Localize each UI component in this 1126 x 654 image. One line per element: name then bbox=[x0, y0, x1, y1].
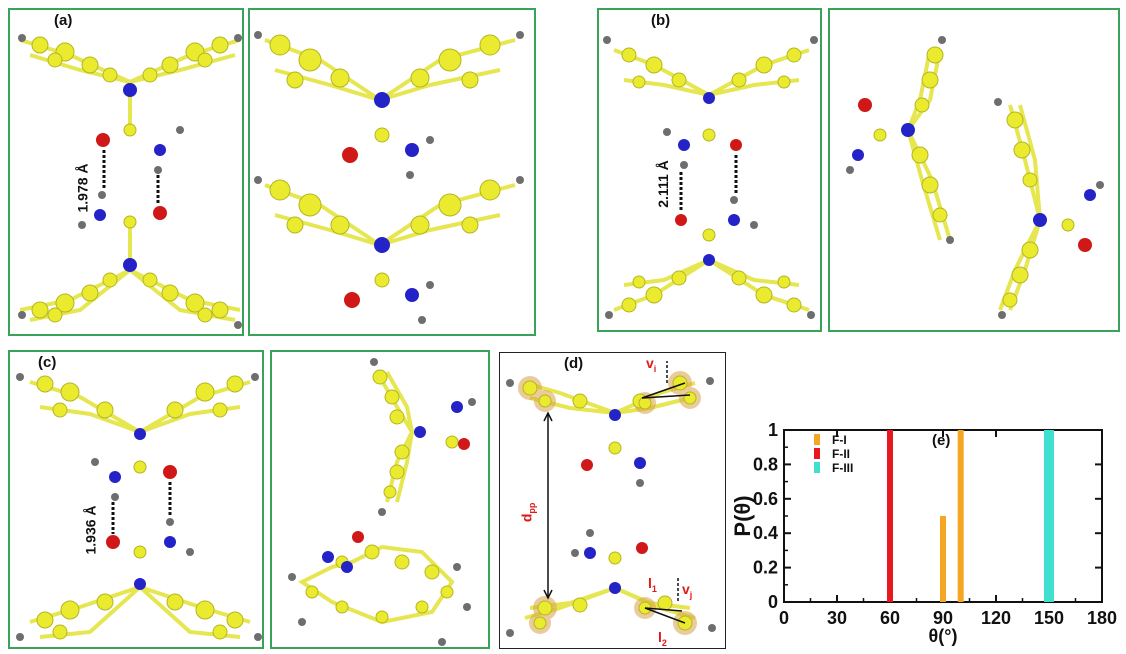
molecule-b-dimer bbox=[603, 36, 818, 319]
y-tick-label: 0.4 bbox=[753, 523, 778, 543]
x-tick-label: 180 bbox=[1087, 608, 1117, 628]
panel-d-vj-sub: j bbox=[689, 589, 693, 600]
panel-d-label: (d) bbox=[564, 355, 584, 372]
panel-d-dpp-sub: pp bbox=[527, 502, 538, 514]
x-tick-label: 30 bbox=[827, 608, 847, 628]
molecule-a-dimer bbox=[18, 34, 242, 329]
legend-swatch-f-ii bbox=[814, 448, 820, 459]
panel-c-side-view bbox=[270, 350, 490, 649]
bar-f-i bbox=[940, 516, 946, 602]
y-tick-label: 1 bbox=[768, 420, 778, 440]
panel-b-dimer: (b) 2.111 Å bbox=[597, 8, 822, 332]
panel-c-distance-label: 1.936 Å bbox=[82, 505, 99, 555]
y-tick-label: 0 bbox=[768, 592, 778, 612]
panel-a-dimer: (a) 1.978 Å bbox=[8, 8, 244, 336]
bar-f-ii bbox=[887, 430, 893, 602]
chart-svg: 0 30 60 90 120 150 180 0 0.2 0.4 0.6 0.8 1 F-IF-IIF-I… bbox=[730, 420, 1117, 646]
panel-d-l1-main: l bbox=[648, 575, 652, 591]
panel-b-side-view bbox=[828, 8, 1120, 332]
molecule-b-side bbox=[846, 36, 1104, 319]
y-tick-label: 0.8 bbox=[753, 454, 778, 474]
panel-e-label: (e) bbox=[932, 432, 951, 449]
panel-d-l2-label: l2 bbox=[658, 629, 667, 648]
panel-d-dpp-main: d bbox=[518, 513, 535, 523]
legend-label-f-i: F-I bbox=[832, 433, 847, 447]
legend-label-f-iii: F-III bbox=[832, 461, 853, 475]
panel-c-dimer: (c) 1.936 Å bbox=[8, 350, 264, 649]
panel-d-l1-sub: 1 bbox=[651, 583, 657, 594]
panel-d-vi-sub: i bbox=[653, 363, 657, 374]
x-axis-label: θ(°) bbox=[929, 626, 958, 646]
panel-d-vj-label: vj bbox=[682, 581, 692, 600]
x-tick-label: 150 bbox=[1034, 608, 1064, 628]
panel-e-chart: 0 30 60 90 120 150 180 0 0.2 0.4 0.6 0.8 1 F-I F-II F-I… bbox=[730, 410, 1122, 649]
x-tick-label: 0 bbox=[779, 608, 789, 628]
y-axis-label: P(θ) bbox=[732, 495, 755, 536]
x-tick-label: 120 bbox=[981, 608, 1011, 628]
legend-swatch-f-iii bbox=[814, 462, 820, 473]
panel-a-label: (a) bbox=[54, 12, 73, 29]
y-tick-label: 0.2 bbox=[753, 558, 778, 578]
panel-d-dpp-label: dpp bbox=[518, 503, 537, 523]
x-tick-label: 60 bbox=[880, 608, 900, 628]
panel-b-label: (b) bbox=[651, 12, 671, 29]
molecule-d-geometry bbox=[506, 361, 716, 637]
panel-a-side-view bbox=[248, 8, 536, 336]
y-tick-label: 0.6 bbox=[753, 489, 778, 509]
panel-c-label: (c) bbox=[38, 354, 57, 371]
panel-d-l2-main: l bbox=[658, 629, 662, 645]
panel-d-l2-sub: 2 bbox=[661, 637, 667, 648]
panel-d-vj-main: v bbox=[682, 581, 690, 597]
panel-d-vi-main: v bbox=[646, 355, 654, 371]
panel-d-vi-label: vi bbox=[646, 355, 656, 374]
molecule-a-side bbox=[254, 31, 524, 324]
panel-a-distance-label: 1.978 Å bbox=[74, 163, 91, 213]
panel-b-distance-label: 2.111 Å bbox=[654, 160, 671, 208]
legend-label-f-ii: F-II bbox=[832, 447, 850, 461]
x-tick-label: 90 bbox=[933, 608, 953, 628]
bar-f-i bbox=[957, 430, 964, 602]
panel-d-geometry: (d) dpp vi vj l1 l2 bbox=[499, 352, 726, 649]
bar-f-iii bbox=[1044, 430, 1054, 602]
panel-d-l1-label: l1 bbox=[648, 575, 657, 594]
molecule-c-side bbox=[288, 358, 476, 646]
legend-swatch-f-i bbox=[814, 434, 820, 445]
molecule-c-dimer bbox=[16, 373, 262, 641]
